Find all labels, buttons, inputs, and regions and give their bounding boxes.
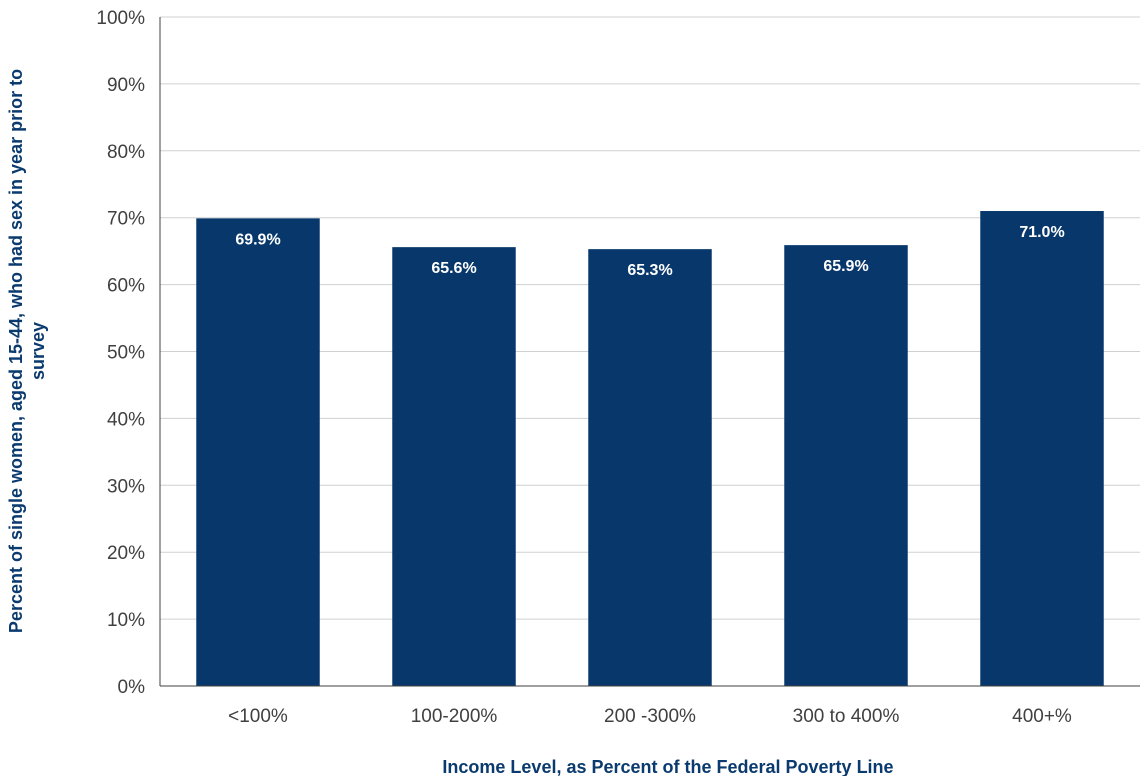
bar [196,218,320,686]
data-label: 65.6% [431,260,476,277]
y-tick-label: 90% [107,75,145,96]
y-tick-label: 20% [107,543,145,564]
y-tick-label: 0% [118,677,146,698]
x-tick-label: 100-200% [411,706,498,727]
y-axis-title: Percent of single women, aged 15-44, who… [6,69,48,633]
bar [588,249,712,686]
x-tick-label: 300 to 400% [793,706,900,727]
x-tick-label: 200 -300% [604,706,696,727]
x-tick-labels: <100% 100-200% 200 -300% 300 to 400% 400+% [228,706,1072,727]
x-tick-label: <100% [228,706,288,727]
y-tick-label: 80% [107,142,145,163]
data-label: 65.9% [823,258,868,275]
y-axis-title-line-2: survey [28,322,48,380]
y-tick-label: 70% [107,209,145,230]
bar [784,245,908,686]
data-labels: 69.9% 65.6% 65.3% 65.9% 71.0% [235,224,1064,279]
y-tick-label: 50% [107,343,145,364]
y-tick-label: 10% [107,610,145,631]
bar [392,247,516,687]
axes [159,17,1140,687]
bars [196,211,1104,687]
bar [980,211,1104,686]
data-label: 71.0% [1019,224,1064,241]
y-tick-label: 60% [107,276,145,297]
x-tick-label: 400+% [1012,706,1072,727]
y-tick-label: 30% [107,476,145,497]
data-label: 69.9% [235,231,280,248]
y-tick-label: 40% [107,409,145,430]
y-axis-title-line-1: Percent of single women, aged 15-44, who… [6,69,26,633]
y-tick-labels: 0% 10% 20% 30% 40% 50% 60% 70% 80% 90% 100% [96,8,145,698]
data-label: 65.3% [627,262,672,279]
x-axis-title: Income Level, as Percent of the Federal … [442,757,893,776]
y-tick-label: 100% [96,8,145,29]
